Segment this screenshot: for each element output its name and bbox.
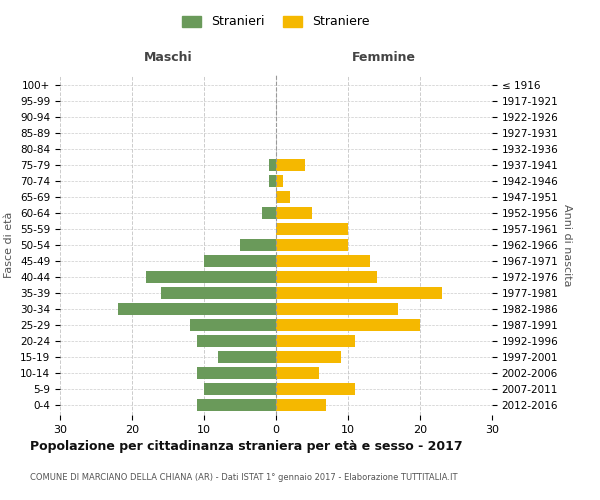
Bar (276, 271, 377, 283)
Text: Femmine: Femmine (352, 51, 416, 64)
Legend: Stranieri, Straniere: Stranieri, Straniere (176, 9, 376, 34)
Bar (276, 303, 398, 315)
Bar (262, 207, 276, 219)
Bar (276, 159, 305, 171)
Bar (276, 255, 370, 267)
Text: COMUNE DI MARCIANO DELLA CHIANA (AR) - Dati ISTAT 1° gennaio 2017 - Elaborazione: COMUNE DI MARCIANO DELLA CHIANA (AR) - D… (30, 473, 458, 482)
Bar (276, 287, 442, 299)
Y-axis label: Fasce di età: Fasce di età (4, 212, 14, 278)
Bar (197, 368, 276, 380)
Bar (276, 239, 348, 251)
Bar (276, 384, 355, 396)
Bar (161, 287, 276, 299)
Bar (269, 159, 276, 171)
Bar (276, 319, 420, 331)
Bar (204, 384, 276, 396)
Y-axis label: Anni di nascita: Anni di nascita (562, 204, 572, 286)
Bar (218, 351, 276, 364)
Text: Popolazione per cittadinanza straniera per età e sesso - 2017: Popolazione per cittadinanza straniera p… (30, 440, 463, 453)
Bar (240, 239, 276, 251)
Bar (197, 400, 276, 411)
Bar (276, 400, 326, 411)
Bar (197, 335, 276, 347)
Bar (276, 351, 341, 364)
Bar (276, 223, 348, 235)
Bar (204, 255, 276, 267)
Bar (190, 319, 276, 331)
Bar (276, 207, 312, 219)
Text: Maschi: Maschi (143, 51, 193, 64)
Bar (276, 175, 283, 187)
Bar (276, 368, 319, 380)
Bar (276, 191, 290, 203)
Bar (146, 271, 276, 283)
Bar (269, 175, 276, 187)
Bar (118, 303, 276, 315)
Bar (276, 335, 355, 347)
